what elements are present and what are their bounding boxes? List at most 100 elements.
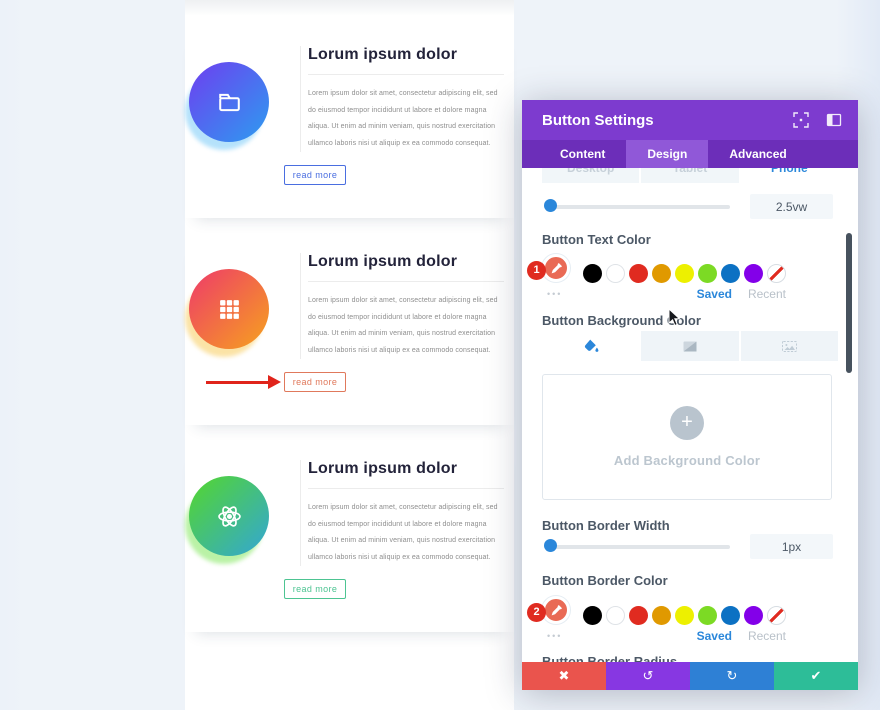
card-text-block: Lorum ipsum dolor Lorem ipsum dolor sit … (300, 46, 504, 152)
text-size-value[interactable]: 2.5vw (750, 194, 833, 219)
eyedropper-swatch[interactable] (542, 254, 570, 282)
modal-content: Desktop Tablet Phone 2.5vw Button Text C… (522, 168, 858, 662)
color-swatch-E09900[interactable] (652, 264, 671, 283)
modal-title: Button Settings (542, 111, 654, 129)
color-swatch-000000[interactable] (583, 264, 602, 283)
modal-tab-bar: Content Design Advanced (522, 140, 858, 168)
page-preview-column: Lorum ipsum dolor Lorem ipsum dolor sit … (185, 0, 514, 710)
color-swatch-8300E9[interactable] (744, 606, 763, 625)
card-divider (308, 74, 504, 75)
recent-link[interactable]: Recent (747, 629, 786, 643)
annotation-arrow (206, 381, 269, 384)
more-swatches-button[interactable]: ••• (547, 631, 563, 641)
bg-image-tab[interactable] (740, 331, 838, 361)
card-body: Lorem ipsum dolor sit amet, consectetur … (308, 504, 498, 561)
bg-gradient-tab[interactable] (641, 331, 739, 361)
color-swatch-FFFFFF[interactable] (606, 606, 625, 625)
card-text-block: Lorum ipsum dolor Lorem ipsum dolor sit … (300, 460, 504, 566)
card-icon-circle (189, 62, 269, 142)
card-title: Lorum ipsum dolor (308, 460, 458, 477)
button-settings-modal: Button Settings Content Design Advanced … (522, 100, 858, 690)
eyedropper-icon (551, 262, 562, 273)
scrollbar-thumb[interactable] (846, 233, 852, 373)
saved-link[interactable]: Saved (696, 287, 732, 301)
color-swatch-EDF000[interactable] (675, 606, 694, 625)
grid-icon (219, 299, 239, 319)
text-color-label: Button Text Color (542, 232, 651, 247)
no-color-swatch[interactable] (767, 264, 786, 283)
no-color-swatch[interactable] (767, 606, 786, 625)
atom-icon (217, 505, 241, 527)
card-divider (308, 488, 504, 489)
color-swatch-FFFFFF[interactable] (606, 264, 625, 283)
device-tab-phone[interactable]: Phone (740, 168, 838, 183)
discard-button[interactable]: ✖ (522, 662, 606, 690)
step-badge-1: 1 (527, 261, 546, 280)
text-color-swatch-row (583, 264, 786, 283)
card-title: Lorum ipsum dolor (308, 253, 458, 270)
section-gap-shadow (185, 0, 514, 16)
border-color-label: Button Border Color (542, 573, 668, 588)
more-swatches-button[interactable]: ••• (547, 289, 563, 299)
eyedropper-swatch[interactable] (542, 596, 570, 624)
focus-expand-icon[interactable] (793, 112, 809, 128)
plus-icon: + (670, 406, 704, 440)
read-more-button[interactable]: read more (284, 372, 346, 392)
panel-toggle-icon[interactable] (826, 112, 842, 128)
read-more-button[interactable]: read more (284, 579, 346, 599)
step-badge-2: 2 (527, 603, 546, 622)
border-width-value[interactable]: 1px (750, 534, 833, 559)
swatch-links: Saved Recent (583, 287, 786, 301)
text-size-slider-handle[interactable] (544, 199, 557, 212)
color-swatch-8300E9[interactable] (744, 264, 763, 283)
device-tab-tablet[interactable]: Tablet (641, 168, 739, 183)
recent-link[interactable]: Recent (747, 287, 786, 301)
swatch-links: Saved Recent (583, 629, 786, 643)
tab-design[interactable]: Design (626, 140, 709, 168)
background-type-tabs (542, 331, 838, 361)
tab-advanced[interactable]: Advanced (729, 147, 787, 161)
card-body: Lorem ipsum dolor sit amet, consectetur … (308, 90, 498, 147)
read-more-button[interactable]: read more (284, 165, 346, 185)
device-tab-bar: Desktop Tablet Phone (542, 168, 838, 183)
card-icon-circle (189, 269, 269, 349)
color-swatch-E02B20[interactable] (629, 264, 648, 283)
border-width-slider-track[interactable] (546, 545, 730, 549)
color-swatch-0C71C3[interactable] (721, 606, 740, 625)
color-swatch-7CDA24[interactable] (698, 606, 717, 625)
modal-footer: ✖ ↺ ↻ ✔ (522, 662, 858, 690)
image-icon (781, 340, 797, 352)
background-color-label: Button Background Color (542, 313, 701, 328)
color-swatch-7CDA24[interactable] (698, 264, 717, 283)
bg-color-tab[interactable] (542, 331, 640, 361)
device-tab-desktop[interactable]: Desktop (542, 168, 640, 183)
redo-button[interactable]: ↻ (690, 662, 774, 690)
feature-card: Lorum ipsum dolor Lorem ipsum dolor sit … (185, 442, 514, 632)
border-radius-label: Button Border Radius (542, 654, 678, 662)
card-divider (308, 281, 504, 282)
text-size-slider-track[interactable] (546, 205, 730, 209)
undo-button[interactable]: ↺ (606, 662, 690, 690)
feature-card: Lorum ipsum dolor Lorem ipsum dolor sit … (185, 235, 514, 425)
eyedropper-icon (551, 604, 562, 615)
add-background-color-button[interactable]: + Add Background Color (542, 374, 832, 500)
save-button[interactable]: ✔ (774, 662, 858, 690)
border-color-swatch-row (583, 606, 786, 625)
card-body: Lorem ipsum dolor sit amet, consectetur … (308, 297, 498, 354)
tab-content[interactable]: Content (560, 147, 606, 161)
add-background-label: Add Background Color (613, 453, 761, 468)
border-width-label: Button Border Width (542, 518, 670, 533)
color-swatch-0C71C3[interactable] (721, 264, 740, 283)
color-swatch-E02B20[interactable] (629, 606, 648, 625)
mouse-cursor (668, 308, 681, 327)
gradient-icon (683, 341, 697, 351)
feature-card: Lorum ipsum dolor Lorem ipsum dolor sit … (185, 28, 514, 218)
annotation-arrow-head (268, 375, 281, 389)
color-swatch-EDF000[interactable] (675, 264, 694, 283)
color-swatch-000000[interactable] (583, 606, 602, 625)
border-width-slider-handle[interactable] (544, 539, 557, 552)
color-swatch-E09900[interactable] (652, 606, 671, 625)
saved-link[interactable]: Saved (696, 629, 732, 643)
modal-header: Button Settings (522, 100, 858, 140)
